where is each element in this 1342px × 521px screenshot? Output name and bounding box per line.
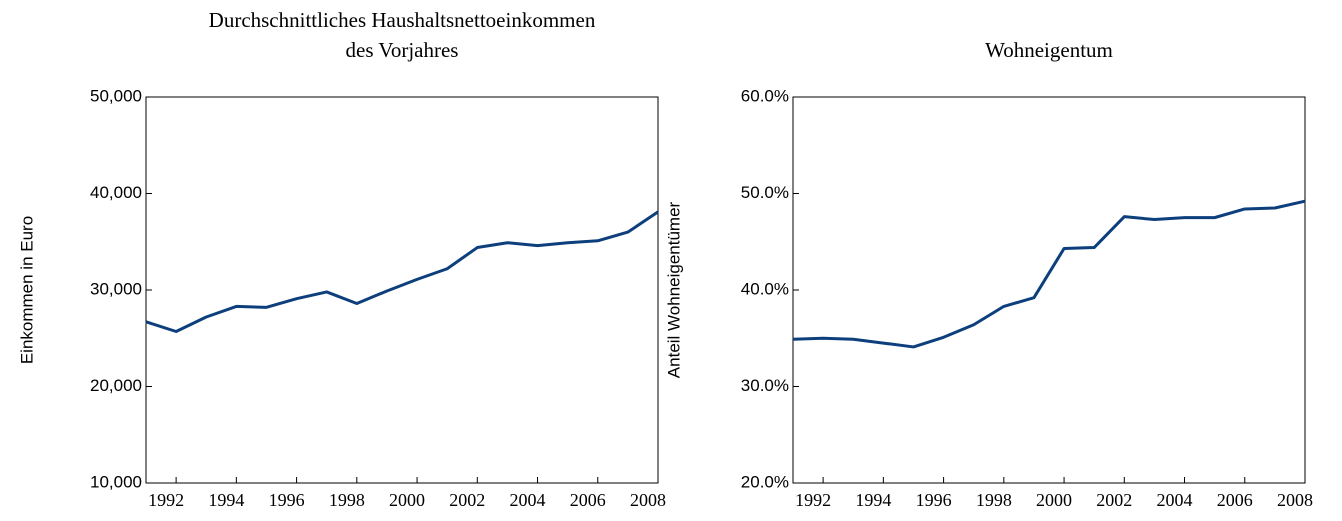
x-tick-label: 2008 [1277, 490, 1313, 510]
x-tick-label: 2002 [449, 490, 485, 510]
series-line [145, 210, 659, 333]
chart-title: des Vorjahres [346, 38, 459, 62]
x-tick-label: 2004 [510, 490, 546, 510]
y-tick-label: 40.0% [741, 279, 789, 298]
x-tick-label: 2000 [389, 490, 425, 510]
x-tick-label: 1992 [795, 490, 831, 510]
x-tick-label: 1992 [148, 490, 184, 510]
x-tick-label: 2006 [1217, 490, 1253, 510]
x-tick-label: 2002 [1096, 490, 1132, 510]
y-tick-label: 50.0% [741, 183, 789, 202]
plot-frame [145, 96, 659, 484]
y-tick-label: 30.0% [741, 376, 789, 395]
y-tick-label: 20,000 [90, 376, 142, 395]
y-tick-label: 60.0% [741, 86, 789, 105]
y-tick-label: 40,000 [90, 183, 142, 202]
x-tick-label: 1998 [976, 490, 1012, 510]
x-tick-label: 2006 [570, 490, 606, 510]
x-tick-label: 1996 [269, 490, 305, 510]
chart-title: Durchschnittliches Haushaltsnettoeinkomm… [209, 8, 596, 32]
x-tick-label: 1998 [329, 490, 365, 510]
chart-title: Wohneigentum [985, 38, 1113, 62]
x-tick-label: 2004 [1157, 490, 1193, 510]
x-tick-label: 2000 [1036, 490, 1072, 510]
y-tick-label: 20.0% [741, 472, 789, 491]
y-tick-label: 10,000 [90, 472, 142, 491]
y-tick-label: 30,000 [90, 279, 142, 298]
y-axis-label: Einkommen in Euro [17, 216, 36, 364]
y-axis-label: Anteil Wohneigentümer [664, 201, 683, 378]
y-tick-label: 50,000 [90, 86, 142, 105]
series-line [792, 199, 1306, 349]
x-tick-label: 1994 [855, 490, 891, 510]
x-tick-label: 1996 [916, 490, 952, 510]
x-tick-label: 1994 [208, 490, 244, 510]
plot-frame [792, 96, 1306, 484]
x-tick-label: 2008 [630, 490, 666, 510]
